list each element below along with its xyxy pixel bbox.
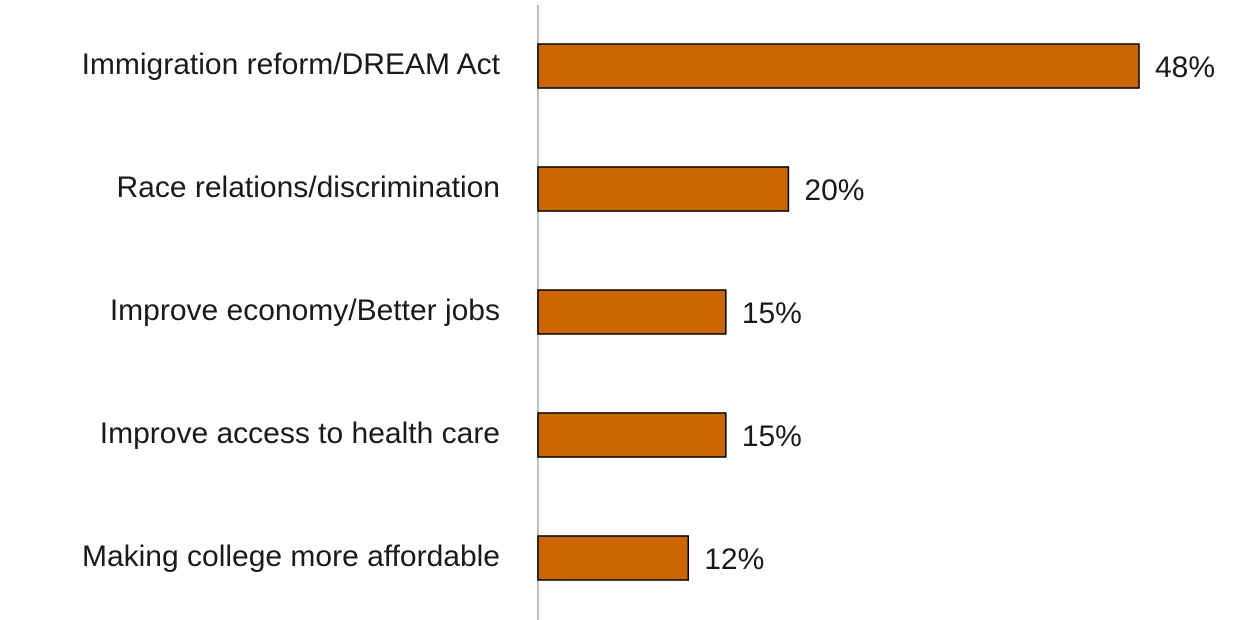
category-label: Making college more affordable — [82, 540, 500, 573]
value-label: 12% — [704, 543, 764, 576]
category-label: Improve economy/Better jobs — [110, 294, 500, 327]
bar — [537, 166, 790, 212]
bar — [537, 289, 727, 335]
value-label: 15% — [742, 297, 802, 330]
value-label: 20% — [804, 174, 864, 207]
value-label: 48% — [1155, 51, 1215, 84]
bar — [537, 535, 689, 581]
bar — [537, 412, 727, 458]
value-label: 15% — [742, 420, 802, 453]
category-label: Improve access to health care — [100, 417, 500, 450]
category-label: Immigration reform/DREAM Act — [82, 48, 501, 81]
category-label: Race relations/discrimination — [117, 171, 501, 204]
bar — [537, 43, 1140, 89]
